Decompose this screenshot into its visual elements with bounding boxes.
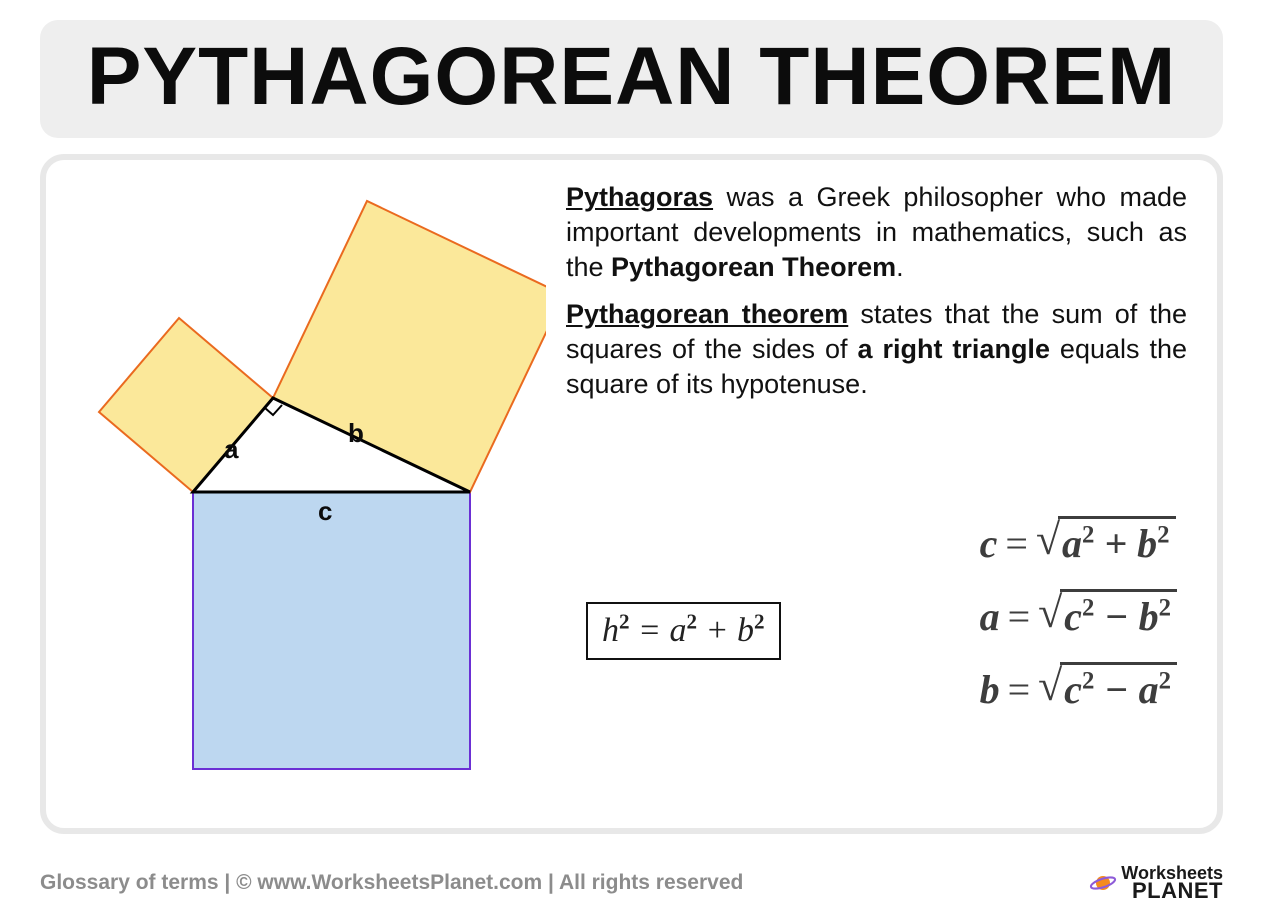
label-a: a bbox=[224, 434, 238, 465]
footer-text: Glossary of terms | © www.WorksheetsPlan… bbox=[40, 871, 743, 895]
label-c: c bbox=[318, 496, 332, 527]
label-b: b bbox=[348, 418, 364, 449]
brand-logo: Worksheets PLANET bbox=[1089, 865, 1223, 901]
p1-bold: Pythagorean Theorem bbox=[611, 252, 896, 282]
p1-end: . bbox=[896, 252, 904, 282]
diagram-svg bbox=[66, 178, 546, 818]
pythagoras-diagram: a b c bbox=[66, 178, 546, 818]
content-panel: a b c Pythagoras was a Greek philosopher… bbox=[40, 154, 1223, 834]
formula-c: c=√a2 + b2 bbox=[980, 520, 1177, 567]
boxed-formula: h2 = a2 + b2 bbox=[586, 602, 781, 660]
explanation-text: Pythagoras was a Greek philosopher who m… bbox=[566, 180, 1187, 415]
p2-lead: Pythagorean theorem bbox=[566, 299, 848, 329]
page-title: PYTHAGOREAN THEOREM bbox=[68, 30, 1195, 124]
derived-formulas: c=√a2 + b2 a=√c2 − b2 b=√c2 − a2 bbox=[980, 520, 1177, 739]
footer: Glossary of terms | © www.WorksheetsPlan… bbox=[40, 865, 1223, 901]
paragraph-1: Pythagoras was a Greek philosopher who m… bbox=[566, 180, 1187, 285]
brand-text: Worksheets PLANET bbox=[1121, 865, 1223, 901]
formulas-region: h2 = a2 + b2 c=√a2 + b2 a=√c2 − b2 b=√c2… bbox=[546, 524, 1187, 824]
p1-lead: Pythagoras bbox=[566, 182, 713, 212]
p2-bold: a right triangle bbox=[858, 334, 1050, 364]
square-c bbox=[193, 492, 470, 769]
formula-a: a=√c2 − b2 bbox=[980, 593, 1177, 640]
title-panel: PYTHAGOREAN THEOREM bbox=[40, 20, 1223, 138]
paragraph-2: Pythagorean theorem states that the sum … bbox=[566, 297, 1187, 402]
formula-b: b=√c2 − a2 bbox=[980, 666, 1177, 713]
brand-line2: PLANET bbox=[1121, 881, 1223, 901]
